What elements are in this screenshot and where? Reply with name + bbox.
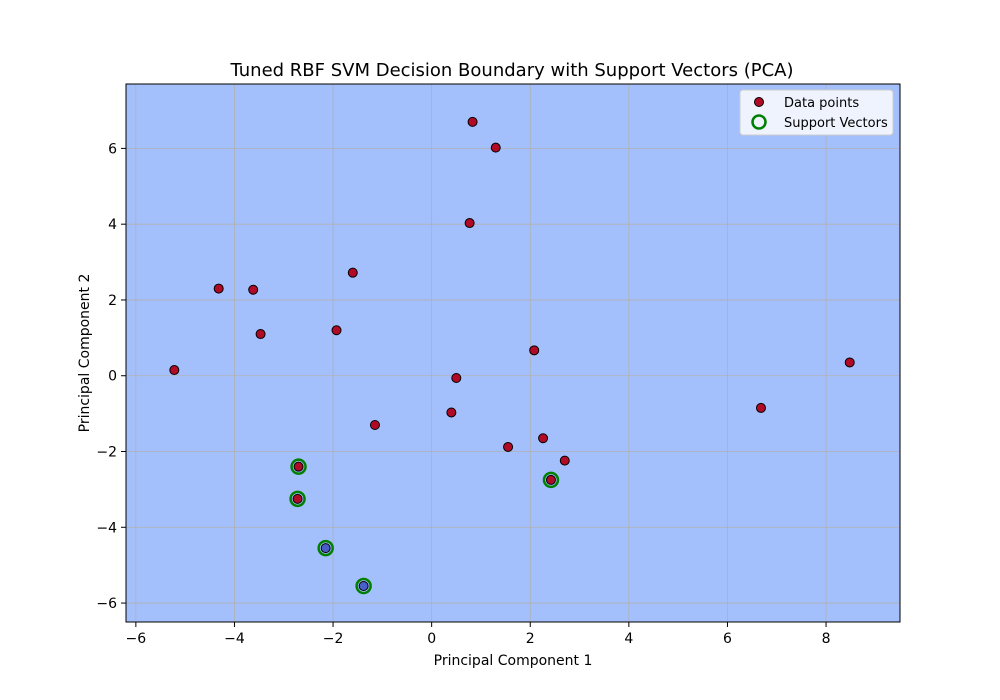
data-point (529, 345, 540, 356)
x-tick-label: 0 (427, 631, 436, 647)
data-point (347, 267, 358, 278)
legend-support-vector-marker (751, 114, 767, 130)
plot-frame (125, 83, 901, 623)
x-tick-label: 6 (723, 631, 732, 647)
x-tick-label: 2 (526, 631, 535, 647)
data-point (844, 357, 855, 368)
decision-region (126, 84, 900, 622)
data-point (490, 142, 501, 153)
support-vector-marker (317, 539, 334, 557)
data-point (293, 461, 304, 472)
y-tick-label: −6 (96, 596, 117, 612)
support-vectors (289, 458, 560, 595)
data-point (503, 441, 514, 452)
legend-label-data-points: Data points (784, 96, 859, 111)
data-point (255, 329, 266, 340)
support-vector-marker (290, 458, 307, 475)
x-tick-label: −2 (323, 631, 344, 647)
grid-lines (126, 84, 900, 622)
chart-title: Tuned RBF SVM Decision Boundary with Sup… (229, 60, 793, 81)
data-points (169, 116, 855, 592)
data-point (467, 116, 478, 127)
x-axis-label: Principal Component 1 (434, 653, 593, 669)
axis-ticks: −6 −4 −2 0 2 4 6 8 −6 −4 −2 0 2 4 6 (96, 141, 830, 647)
x-tick-label: 8 (822, 631, 831, 647)
support-vector-marker (289, 490, 306, 508)
data-point (464, 218, 475, 229)
legend-label-support-vectors: Support Vectors (784, 116, 888, 131)
support-vector-marker (542, 471, 560, 489)
y-tick-label: −4 (96, 520, 117, 536)
x-tick-label: −6 (126, 631, 147, 647)
data-point (213, 283, 224, 294)
legend-box (739, 89, 894, 136)
data-point (369, 419, 380, 430)
y-tick-label: 2 (108, 293, 117, 309)
data-point (545, 474, 556, 485)
data-point (331, 325, 342, 336)
legend-data-point-marker (754, 97, 764, 107)
support-vector-marker (355, 577, 372, 595)
data-point (358, 581, 369, 592)
legend: Data points Support Vectors (739, 89, 894, 136)
y-tick-label: 4 (108, 217, 117, 233)
y-axis-label: Principal Component 2 (77, 274, 93, 433)
data-point (755, 402, 766, 413)
data-point (451, 373, 462, 384)
data-point (248, 284, 259, 295)
data-point (446, 407, 457, 418)
y-tick-label: −2 (96, 445, 117, 461)
data-point (538, 433, 549, 444)
data-point (559, 455, 570, 466)
data-point (169, 365, 180, 376)
data-point (292, 493, 303, 504)
y-tick-label: 0 (108, 369, 117, 385)
data-point (320, 543, 331, 554)
x-tick-label: −4 (224, 631, 245, 647)
y-tick-label: 6 (108, 141, 117, 157)
x-tick-label: 4 (624, 631, 633, 647)
